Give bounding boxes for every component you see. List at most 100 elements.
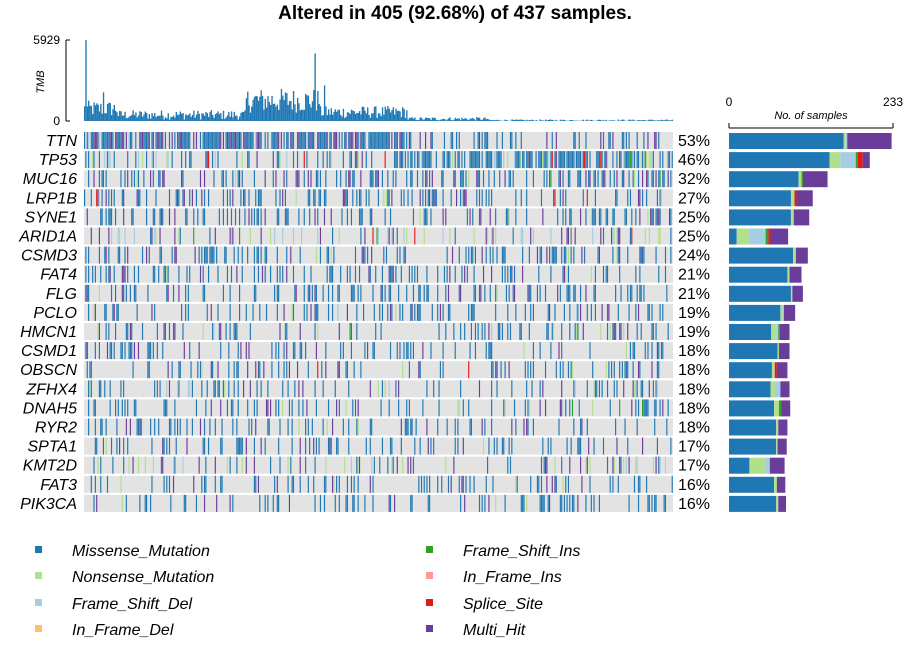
tmb-bar: [106, 103, 109, 121]
matrix-cell: [350, 208, 353, 226]
matrix-cell: [287, 208, 289, 226]
tmb-bar: [466, 119, 469, 121]
matrix-cell: [567, 361, 570, 379]
matrix-cell: [491, 151, 493, 169]
tmb-bar: [292, 90, 295, 121]
matrix-cell: [307, 132, 309, 149]
gene-bar-pik3ca-multi-hit: [778, 495, 787, 512]
matrix-cell: [179, 227, 181, 245]
matrix-cell: [433, 189, 435, 207]
matrix-cell: [307, 361, 309, 379]
matrix-cell: [530, 151, 532, 169]
matrix-cell: [613, 170, 615, 188]
matrix-cell: [423, 475, 425, 493]
matrix-cell: [410, 132, 412, 149]
matrix-cell: [158, 132, 160, 149]
tmb-bar: [317, 91, 319, 121]
matrix-cell: [402, 303, 404, 321]
matrix-cell: [298, 399, 300, 417]
matrix-cell: [247, 399, 249, 417]
matrix-cell: [485, 227, 487, 245]
tmb-bar: [205, 111, 207, 121]
matrix-cell: [129, 342, 131, 360]
matrix-cell: [547, 303, 549, 321]
matrix-cell: [651, 208, 653, 226]
matrix-cell: [104, 380, 106, 398]
matrix-cell: [559, 494, 561, 512]
matrix-cell: [562, 189, 564, 207]
matrix-cell: [500, 361, 502, 379]
matrix-cell: [567, 151, 570, 169]
matrix-cell: [612, 246, 614, 264]
matrix-cell: [389, 437, 392, 455]
matrix-cell: [163, 265, 165, 283]
matrix-cell: [407, 189, 409, 207]
matrix-cell: [115, 323, 117, 340]
matrix-cell: [450, 475, 452, 493]
matrix-cell: [544, 456, 547, 474]
gene-bar-syne1-missense-mutation: [729, 209, 791, 226]
matrix-cell: [469, 208, 471, 226]
tmb-bar: [198, 113, 200, 121]
matrix-cell: [259, 494, 261, 512]
matrix-cell: [445, 323, 447, 340]
tmb-bar: [535, 119, 537, 121]
matrix-cell: [639, 361, 641, 379]
matrix-cell: [303, 208, 305, 226]
matrix-cell: [237, 361, 239, 379]
matrix-cell: [319, 227, 322, 245]
matrix-cell: [438, 399, 440, 417]
tmb-bar: [632, 119, 634, 121]
matrix-cell: [403, 189, 405, 207]
matrix-cell: [394, 151, 396, 169]
matrix-cell: [476, 151, 478, 169]
matrix-cell: [174, 132, 176, 149]
matrix-cell: [356, 151, 358, 169]
matrix-cell: [259, 189, 261, 207]
matrix-cell: [287, 132, 289, 149]
matrix-cell: [86, 208, 88, 226]
matrix-cell: [485, 189, 487, 207]
matrix-cell: [585, 284, 587, 302]
matrix-cell: [217, 151, 219, 169]
tmb-bar: [598, 119, 601, 121]
tmb-bar: [456, 118, 458, 121]
matrix-cell: [391, 132, 393, 149]
matrix-cell: [542, 494, 544, 512]
tmb-bar: [450, 119, 452, 121]
matrix-cell: [350, 323, 353, 340]
tmb-bar: [327, 109, 330, 121]
matrix-cell: [267, 132, 269, 149]
matrix-cell: [377, 132, 379, 149]
matrix-cell: [160, 456, 162, 474]
matrix-cell: [457, 151, 459, 169]
matrix-cell: [632, 342, 634, 360]
matrix-cell: [427, 494, 429, 512]
matrix-cell: [369, 475, 371, 493]
matrix-cell: [123, 437, 125, 455]
matrix-cell: [446, 418, 448, 436]
tmb-bar: [434, 117, 436, 121]
matrix-cell: [481, 246, 483, 264]
matrix-cell: [670, 246, 672, 264]
matrix-cell: [208, 437, 210, 455]
matrix-cell: [182, 189, 184, 207]
matrix-cell: [671, 475, 673, 493]
tmb-bar: [332, 114, 334, 121]
matrix-cell: [592, 361, 594, 379]
matrix-cell: [668, 208, 671, 226]
matrix-cell: [526, 208, 528, 226]
matrix-cell: [402, 361, 404, 379]
matrix-cell: [274, 227, 276, 245]
matrix-cell: [298, 418, 300, 436]
matrix-cell: [98, 380, 100, 398]
tmb-bar: [361, 106, 363, 121]
matrix-cell: [102, 170, 105, 188]
matrix-cell: [422, 170, 424, 188]
matrix-cell: [520, 227, 522, 245]
matrix-cell: [202, 265, 204, 283]
matrix-cell: [299, 246, 301, 264]
matrix-cell: [239, 208, 241, 226]
matrix-cell: [360, 208, 362, 226]
gene-bar-fat4-multi-hit: [789, 266, 802, 283]
